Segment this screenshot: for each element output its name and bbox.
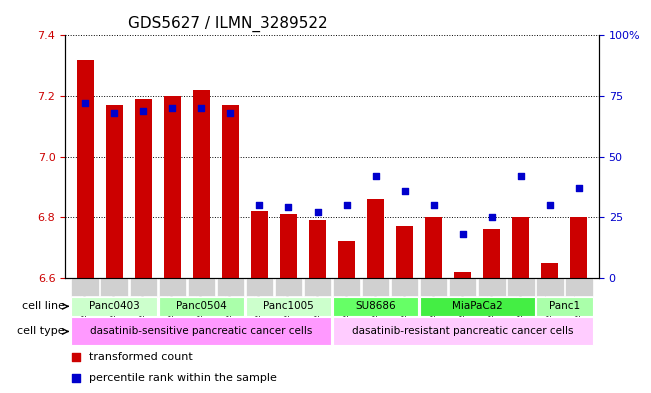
Point [399, 187, 409, 194]
FancyBboxPatch shape [159, 297, 244, 316]
FancyBboxPatch shape [536, 278, 564, 296]
Point [196, 105, 206, 111]
FancyBboxPatch shape [187, 278, 215, 296]
FancyBboxPatch shape [391, 278, 419, 296]
Point [486, 214, 497, 220]
Point [544, 202, 555, 208]
FancyBboxPatch shape [478, 278, 506, 296]
Point [458, 231, 468, 237]
Point [283, 204, 294, 211]
Text: Panc1005: Panc1005 [263, 301, 314, 311]
Text: dasatinib-resistant pancreatic cancer cells: dasatinib-resistant pancreatic cancer ce… [352, 327, 574, 336]
Bar [570, 217, 587, 278]
Point [225, 110, 236, 116]
FancyBboxPatch shape [72, 278, 100, 296]
FancyBboxPatch shape [333, 318, 592, 345]
Point [424, 103, 434, 110]
Point [341, 202, 352, 208]
Bar [309, 220, 326, 278]
Text: Panc0403: Panc0403 [89, 301, 140, 311]
FancyBboxPatch shape [159, 278, 186, 296]
Text: MiaPaCa2: MiaPaCa2 [452, 301, 503, 311]
Point [370, 173, 381, 179]
Bar [77, 60, 94, 278]
Bar [425, 217, 442, 278]
Text: cell line: cell line [21, 301, 64, 311]
Bar [193, 90, 210, 278]
FancyBboxPatch shape [564, 278, 592, 296]
Bar [541, 263, 559, 278]
Text: Panc0504: Panc0504 [176, 301, 227, 311]
Bar [338, 241, 355, 278]
FancyBboxPatch shape [130, 278, 158, 296]
Bar [251, 211, 268, 278]
Bar [483, 229, 500, 278]
Text: percentile rank within the sample: percentile rank within the sample [89, 373, 277, 382]
Point [428, 202, 439, 208]
Point [424, 294, 434, 300]
Text: cell type: cell type [17, 327, 64, 336]
Bar [135, 99, 152, 278]
FancyBboxPatch shape [333, 297, 419, 316]
Bar [396, 226, 413, 278]
FancyBboxPatch shape [245, 297, 331, 316]
FancyBboxPatch shape [506, 278, 534, 296]
Point [138, 107, 148, 114]
FancyBboxPatch shape [420, 278, 447, 296]
Bar [512, 217, 529, 278]
Bar [164, 96, 181, 278]
Bar [105, 105, 123, 278]
Text: SU8686: SU8686 [355, 301, 396, 311]
Point [80, 100, 90, 107]
Point [255, 202, 265, 208]
Text: Panc1: Panc1 [549, 301, 579, 311]
Point [574, 185, 584, 191]
Bar [367, 199, 384, 278]
Bar [222, 105, 239, 278]
Point [167, 105, 178, 111]
FancyBboxPatch shape [536, 297, 592, 316]
FancyBboxPatch shape [275, 278, 303, 296]
Bar [454, 272, 471, 278]
FancyBboxPatch shape [333, 278, 361, 296]
FancyBboxPatch shape [72, 318, 331, 345]
Point [109, 110, 120, 116]
Text: dasatinib-sensitive pancreatic cancer cells: dasatinib-sensitive pancreatic cancer ce… [90, 327, 312, 336]
FancyBboxPatch shape [100, 278, 128, 296]
FancyBboxPatch shape [361, 278, 389, 296]
FancyBboxPatch shape [72, 297, 158, 316]
Bar [280, 214, 298, 278]
FancyBboxPatch shape [420, 297, 534, 316]
FancyBboxPatch shape [449, 278, 477, 296]
Text: transformed count: transformed count [89, 352, 193, 362]
FancyBboxPatch shape [245, 278, 273, 296]
Point [312, 209, 323, 215]
FancyBboxPatch shape [217, 278, 244, 296]
Text: GDS5627 / ILMN_3289522: GDS5627 / ILMN_3289522 [128, 16, 327, 32]
Point [516, 173, 526, 179]
FancyBboxPatch shape [303, 278, 331, 296]
